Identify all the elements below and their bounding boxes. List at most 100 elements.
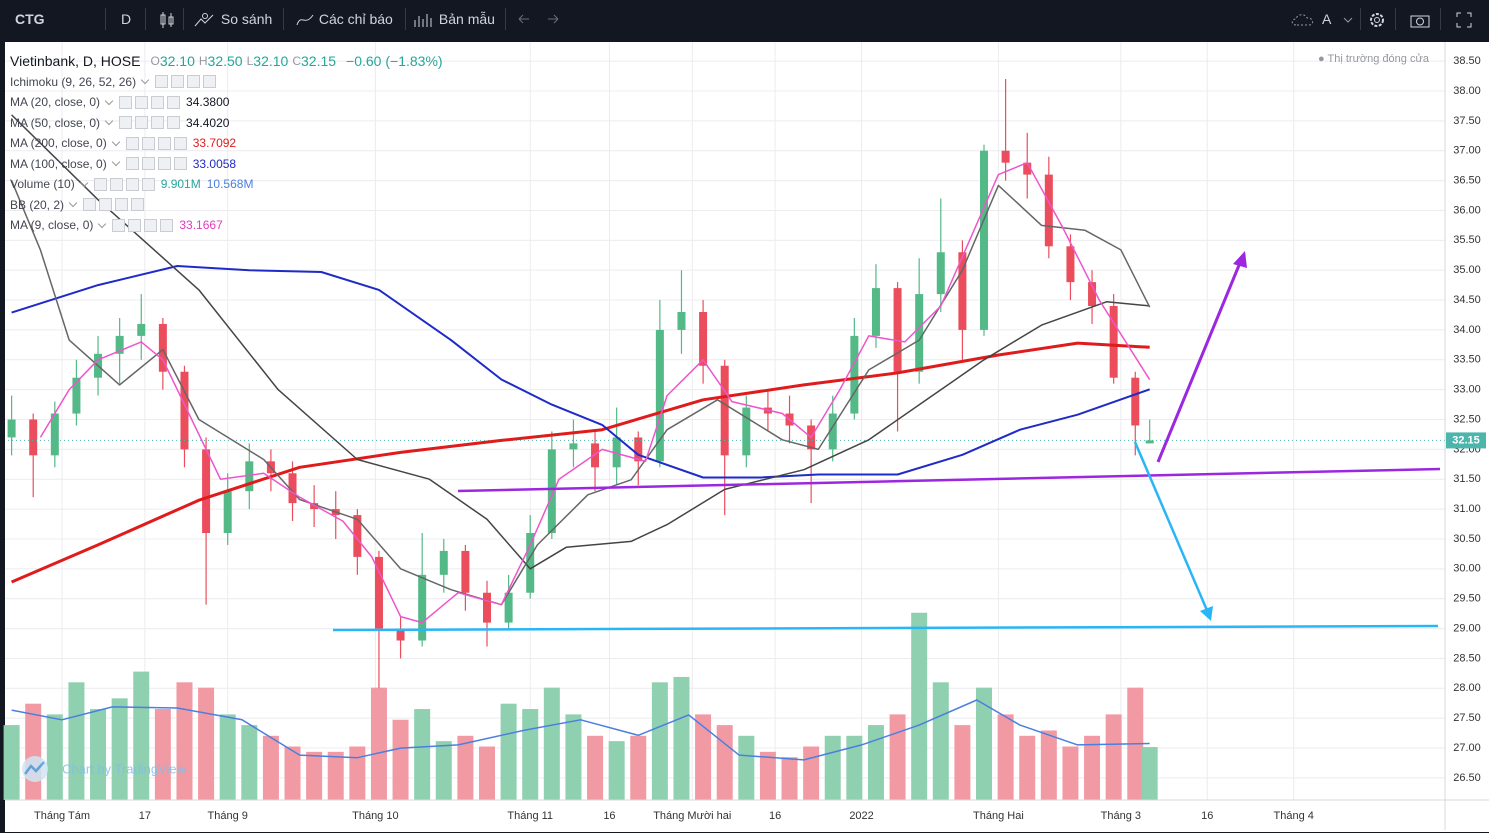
- undo-button[interactable]: [515, 0, 533, 38]
- chevron: [104, 96, 114, 105]
- symbol[interactable]: CTG: [15, 11, 45, 27]
- chevron: [111, 137, 120, 146]
- y-tick-label: 26.50: [1453, 772, 1481, 784]
- indicator-control[interactable]: [115, 198, 129, 212]
- y-tick-label: 34.50: [1453, 294, 1481, 306]
- indicator-control[interactable]: [99, 198, 113, 212]
- indicator-control[interactable]: [160, 218, 174, 232]
- indicator-name: Volume (10): [10, 177, 75, 191]
- candle-body: [29, 419, 38, 456]
- indicator-control[interactable]: [167, 95, 181, 109]
- cloud-icon: [1291, 14, 1314, 26]
- indicator-control[interactable]: [93, 177, 107, 191]
- indicator-control[interactable]: [155, 75, 169, 89]
- indicator-control[interactable]: [119, 116, 133, 130]
- indicator-control[interactable]: [141, 136, 155, 150]
- font-button[interactable]: A: [1322, 11, 1332, 27]
- volume-bar: [716, 725, 733, 800]
- cloud-button[interactable]: [1290, 0, 1318, 38]
- indicator-row: MA (200, close, 0) 33.7092: [10, 133, 443, 154]
- candle-body: [72, 377, 81, 414]
- indicator-row: Volume (10) 9.901M 10.568M: [10, 174, 443, 195]
- candle-body: [1001, 150, 1010, 163]
- indicator-control[interactable]: [173, 136, 187, 150]
- candle-body: [677, 311, 686, 330]
- indicator-control[interactable]: [119, 95, 133, 109]
- indicator-control[interactable]: [109, 177, 123, 191]
- symbol-title: Vietinbank, D, HOSE: [10, 53, 141, 69]
- support-line[interactable]: [332, 624, 1439, 632]
- redo-button[interactable]: [544, 0, 562, 38]
- volume-bar: [154, 709, 171, 800]
- dropdown[interactable]: [1342, 0, 1354, 38]
- indicator-control[interactable]: [157, 136, 171, 150]
- indicator-control[interactable]: [135, 116, 149, 130]
- y-tick-label: 34.00: [1453, 324, 1481, 336]
- volume-bar: [587, 735, 604, 800]
- indicator-control[interactable]: [125, 157, 139, 171]
- y-tick-label: 32.50: [1453, 413, 1481, 425]
- indicators-label: Các chỉ báo: [318, 11, 393, 27]
- indicator-control[interactable]: [144, 218, 158, 232]
- indicator-control[interactable]: [83, 198, 97, 212]
- candle-body: [871, 288, 880, 336]
- chart-style[interactable]: [158, 0, 176, 38]
- templates-button[interactable]: Bản mẫu: [413, 0, 495, 38]
- ma-line: [11, 699, 1150, 761]
- indicator-control[interactable]: [203, 75, 217, 89]
- volume-bar: [111, 698, 128, 800]
- snapshot-button[interactable]: [1409, 0, 1431, 38]
- compare-button[interactable]: So sánh: [193, 0, 272, 38]
- volume-bar: [349, 746, 366, 800]
- volume-bar: [133, 671, 150, 800]
- indicator-control[interactable]: [151, 95, 165, 109]
- settings-button[interactable]: [1367, 0, 1387, 38]
- ma-layer: [10, 114, 1151, 761]
- indicator-control[interactable]: [171, 75, 185, 89]
- indicator-control[interactable]: [157, 157, 171, 171]
- volume-bar: [392, 719, 409, 800]
- indicators-button[interactable]: Các chỉ báo: [295, 0, 393, 38]
- templates-icon: [414, 14, 432, 28]
- candle-body: [353, 515, 362, 557]
- price-change: −0.60 (−1.83%): [346, 53, 443, 69]
- indicator-value: 33.1667: [179, 218, 223, 232]
- undo-icon: [518, 14, 529, 24]
- volume-bar: [306, 751, 323, 800]
- fullscreen-button[interactable]: [1455, 0, 1473, 38]
- x-tick-label: 2022: [849, 810, 873, 822]
- y-tick-label: 38.50: [1453, 55, 1481, 67]
- indicator-control[interactable]: [167, 116, 181, 130]
- indicator-control[interactable]: [128, 218, 142, 232]
- indicator-control[interactable]: [141, 157, 155, 171]
- indicator-control[interactable]: [141, 177, 155, 191]
- indicator-name: BB (20, 2): [10, 197, 65, 212]
- x-tick-label: 16: [1201, 810, 1213, 822]
- candle-body: [850, 335, 859, 414]
- volume-bar: [1019, 735, 1036, 800]
- indicators-icon: [296, 15, 314, 26]
- ohlc-letter: C: [292, 54, 301, 68]
- candle-body: [439, 550, 448, 575]
- indicator-control[interactable]: [112, 218, 126, 232]
- indicator-control[interactable]: [125, 136, 139, 150]
- interval[interactable]: D: [121, 11, 132, 27]
- ma-line: [11, 114, 1150, 570]
- volume-bar: [630, 735, 647, 800]
- trend-line[interactable]: [457, 467, 1441, 493]
- y-tick-label: 28.50: [1453, 652, 1481, 664]
- indicator-control[interactable]: [151, 116, 165, 130]
- indicator-control[interactable]: [187, 75, 201, 89]
- indicator-control[interactable]: [173, 157, 187, 171]
- indicator-row: MA (20, close, 0) 34.3800: [10, 92, 443, 113]
- y-tick-label: 35.50: [1453, 234, 1481, 246]
- indicator-control[interactable]: [135, 95, 149, 109]
- volume-bar: [976, 687, 993, 800]
- trend-arrow[interactable]: [1133, 441, 1211, 616]
- trend-arrow[interactable]: [1156, 257, 1244, 463]
- indicator-control[interactable]: [131, 198, 145, 212]
- market-status-text: Thị trường đóng cửa: [1327, 53, 1429, 65]
- y-tick-label: 29.00: [1453, 622, 1481, 634]
- indicator-control[interactable]: [125, 177, 139, 191]
